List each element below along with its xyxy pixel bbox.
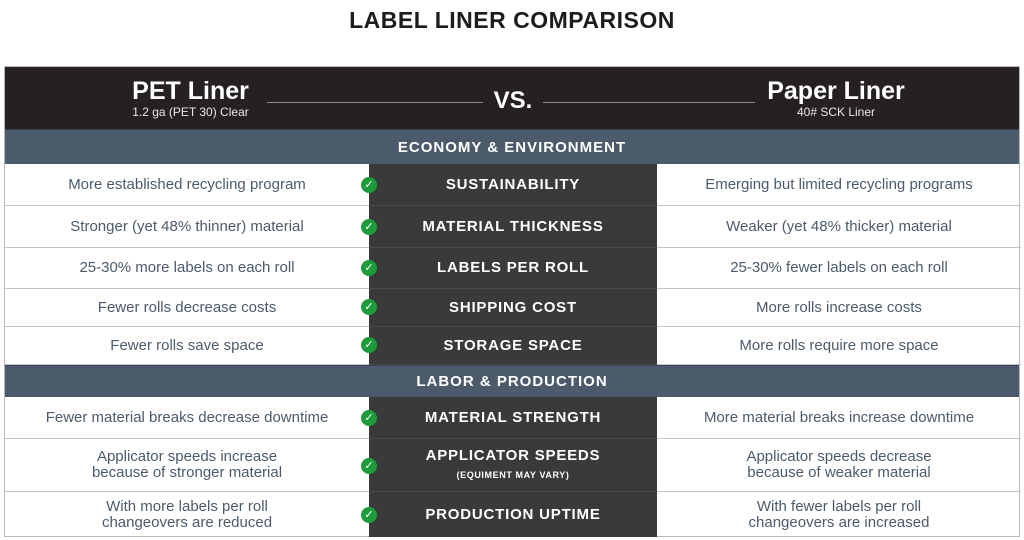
header-divider-left — [267, 102, 483, 103]
header-right: Paper Liner 40# SCK Liner — [751, 77, 921, 120]
section-labor-production: LABOR & PRODUCTION — [5, 365, 1019, 397]
check-circle-icon: ✓ — [361, 507, 377, 523]
table-row: Fewer rolls decrease costs SHIPPING COST… — [5, 289, 1021, 327]
header-divider-right — [543, 102, 755, 103]
header-right-title: Paper Liner — [767, 77, 905, 105]
table-header: PET Liner 1.2 ga (PET 30) Clear VS. Pape… — [5, 67, 1019, 129]
category-label: LABELS PER ROLL — [436, 259, 589, 276]
category-cell: PRODUCTION UPTIME — [369, 492, 657, 537]
paper-cell: More rolls require more space — [657, 327, 1021, 365]
paper-cell: With fewer labels per roll changeovers a… — [748, 497, 930, 531]
page-title: LABEL LINER COMPARISON — [349, 7, 675, 33]
pet-cell: With more labels per roll changeovers ar… — [101, 497, 273, 531]
paper-cell: Weaker (yet 48% thicker) material — [657, 206, 1021, 248]
category-label: STORAGE SPACE — [443, 336, 583, 354]
table-row: Applicator speeds increase because of st… — [5, 439, 1021, 492]
table-row: Fewer rolls save space STORAGE SPACE Mor… — [5, 327, 1021, 365]
table-row: Stronger (yet 48% thinner) material MATE… — [5, 206, 1021, 248]
comparison-table: PET Liner 1.2 ga (PET 30) Clear VS. Pape… — [4, 66, 1021, 537]
pet-cell: Fewer material breaks decrease downtime — [5, 397, 369, 439]
category-note: (EQUIMENT MAY VARY) — [456, 469, 570, 480]
header-left: PET Liner 1.2 ga (PET 30) Clear — [113, 77, 268, 120]
category-cell: APPLICATOR SPEEDS (EQUIMENT MAY VARY) — [369, 439, 657, 492]
pet-cell: Stronger (yet 48% thinner) material — [5, 206, 369, 248]
check-circle-icon: ✓ — [361, 260, 377, 276]
check-circle-icon: ✓ — [361, 410, 377, 426]
header-vs: VS. — [493, 87, 533, 114]
paper-cell: More rolls increase costs — [657, 289, 1021, 327]
pet-cell: Applicator speeds increase because of st… — [5, 439, 369, 492]
table-row: More established recycling program SUSTA… — [5, 164, 1021, 206]
category-label: MATERIAL STRENGTH — [424, 408, 602, 426]
category-label: MATERIAL THICKNESS — [422, 217, 604, 235]
paper-cell: More material breaks increase downtime — [657, 397, 1021, 439]
category-cell: LABELS PER ROLL — [369, 248, 657, 289]
paper-cell: Emerging but limited recycling programs — [657, 164, 1021, 206]
category-label: SUSTAINABILITY — [445, 175, 581, 193]
category-cell: MATERIAL THICKNESS — [369, 206, 657, 248]
pet-cell: Fewer rolls decrease costs — [5, 289, 369, 327]
paper-cell: Applicator speeds decrease because of we… — [657, 439, 1021, 492]
table-row: With more labels per roll changeovers ar… — [5, 492, 1019, 537]
category-cell: SHIPPING COST — [369, 289, 657, 327]
table-row: 25-30% more labels on each roll LABELS P… — [5, 248, 1021, 289]
pet-cell: More established recycling program — [5, 164, 369, 206]
pet-cell: 25-30% more labels on each roll — [5, 248, 369, 289]
header-left-subtitle: 1.2 ga (PET 30) Clear — [132, 105, 249, 119]
header-left-title: PET Liner — [132, 77, 249, 105]
check-circle-icon: ✓ — [361, 458, 377, 474]
category-cell: MATERIAL STRENGTH — [369, 397, 657, 439]
category-label: PRODUCTION UPTIME — [425, 505, 601, 523]
check-circle-icon: ✓ — [361, 299, 377, 315]
header-right-subtitle: 40# SCK Liner — [796, 105, 876, 119]
category-cell: SUSTAINABILITY — [369, 164, 657, 206]
table-row: Fewer material breaks decrease downtime … — [5, 397, 1021, 439]
pet-cell: Fewer rolls save space — [5, 327, 369, 365]
check-circle-icon: ✓ — [361, 219, 377, 235]
paper-cell: 25-30% fewer labels on each roll — [657, 248, 1021, 289]
check-circle-icon: ✓ — [361, 177, 377, 193]
category-label: SHIPPING COST — [449, 298, 577, 316]
check-circle-icon: ✓ — [361, 337, 377, 353]
section-economy-environment: ECONOMY & ENVIRONMENT — [5, 129, 1019, 164]
category-cell: STORAGE SPACE — [369, 327, 657, 365]
category-label: APPLICATOR SPEEDS — [425, 446, 601, 464]
